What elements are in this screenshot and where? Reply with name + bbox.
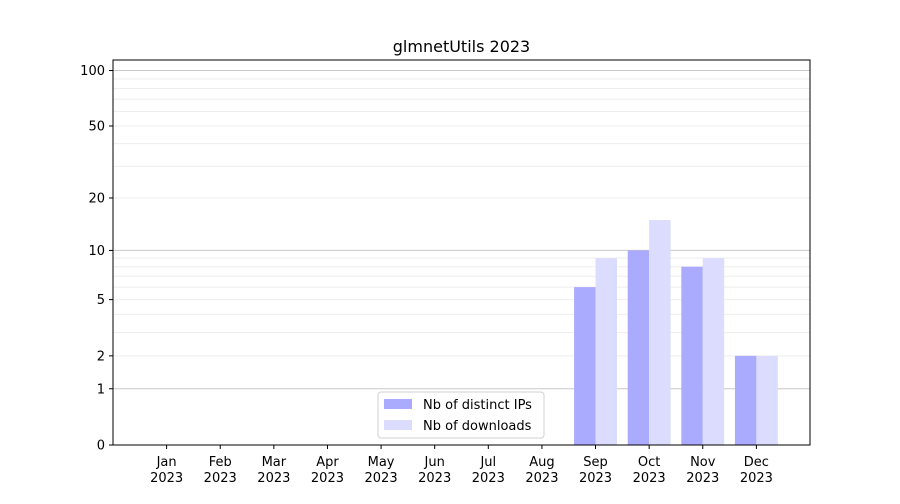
x-tick-label: Jan 2023: [150, 455, 183, 486]
bar-downloads: [595, 258, 617, 445]
legend-label: Nb of downloads: [423, 419, 532, 434]
bar-distinct-ips: [574, 287, 596, 445]
y-tick-label: 20: [88, 191, 105, 206]
y-tick-label: 0: [97, 439, 105, 454]
x-tick-label: Apr 2023: [311, 455, 344, 486]
x-tick-label: Jul 2023: [472, 455, 505, 486]
plot-frame: [112, 59, 811, 446]
x-tick-label: Sep 2023: [579, 455, 612, 486]
x-tick-label: May 2023: [365, 455, 398, 486]
legend: Nb of distinct IPs Nb of downloads: [377, 391, 545, 439]
bar-distinct-ips: [681, 266, 703, 445]
x-tick-label: Nov 2023: [686, 455, 719, 486]
x-tick-label: Oct 2023: [633, 455, 666, 486]
legend-label: Nb of distinct IPs: [423, 398, 532, 413]
bar-downloads: [649, 220, 671, 445]
chart-title: glmnetUtils 2023: [393, 37, 530, 56]
y-tick-label: 1: [97, 382, 105, 397]
y-tick-label: 50: [88, 119, 105, 134]
legend-swatch: [384, 399, 412, 409]
y-tick-label: 2: [97, 349, 105, 364]
bar-downloads: [756, 355, 778, 445]
x-tick-label: Aug 2023: [525, 455, 558, 486]
legend-frame: [377, 391, 545, 439]
y-tick-label: 10: [88, 244, 105, 259]
x-tick-label: Feb 2023: [204, 455, 237, 486]
x-tick-label: Dec 2023: [740, 455, 773, 486]
bar-downloads: [702, 258, 725, 445]
x-tick-label: Mar 2023: [257, 455, 290, 486]
bar-distinct-ips: [734, 355, 757, 445]
y-tick-label: 100: [80, 64, 105, 79]
legend-swatch: [384, 420, 412, 430]
bar-distinct-ips: [627, 250, 650, 445]
y-tick-label: 5: [97, 293, 105, 308]
x-tick-label: Jun 2023: [418, 455, 451, 486]
